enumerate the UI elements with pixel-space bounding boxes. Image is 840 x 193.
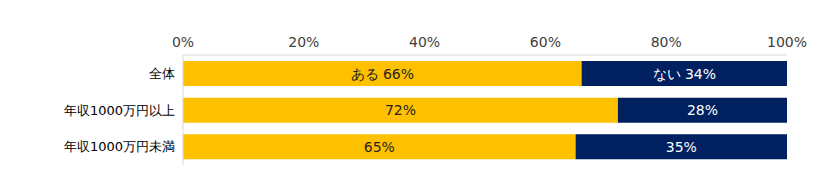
svg-text:35%: 35% xyxy=(666,139,697,155)
svg-text:28%: 28% xyxy=(687,102,718,118)
svg-text:65%: 65% xyxy=(364,139,395,155)
svg-text:72%: 72% xyxy=(385,102,416,118)
svg-text:100%: 100% xyxy=(767,34,807,50)
svg-text:年収1000万円未満: 年収1000万円未満 xyxy=(64,139,175,154)
svg-text:60%: 60% xyxy=(530,34,561,50)
svg-text:40%: 40% xyxy=(409,34,440,50)
svg-text:0%: 0% xyxy=(172,34,194,50)
svg-text:80%: 80% xyxy=(651,34,682,50)
svg-text:年収1000万円以上: 年収1000万円以上 xyxy=(64,103,175,118)
svg-text:ある 66%: ある 66% xyxy=(351,66,415,82)
svg-text:20%: 20% xyxy=(288,34,319,50)
svg-text:ない 34%: ない 34% xyxy=(653,66,717,82)
svg-text:全体: 全体 xyxy=(149,66,175,81)
